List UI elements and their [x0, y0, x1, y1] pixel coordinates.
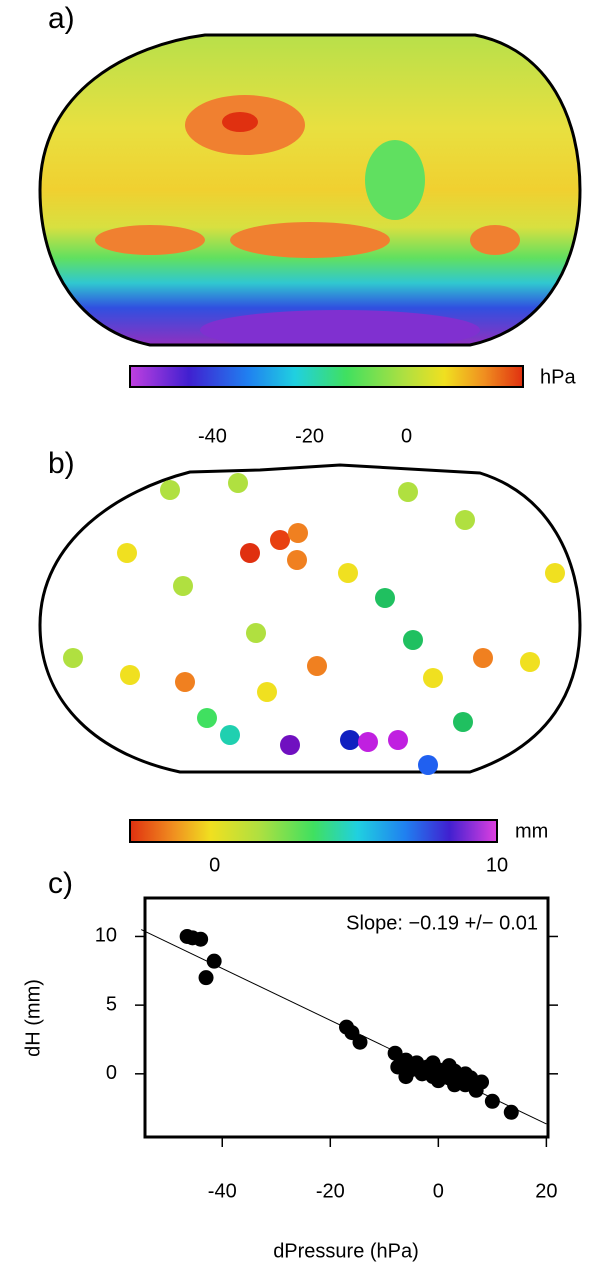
- pressure-contours: [95, 95, 520, 345]
- y-axis-label: dH (mm): [22, 979, 44, 1057]
- point: [468, 1082, 484, 1098]
- station-markers: [63, 473, 565, 775]
- panel-label: c): [48, 867, 73, 900]
- pressure-map: [38, 33, 582, 347]
- colorbar-tick-label: 10: [486, 854, 508, 876]
- colorbar-tick-label: 0: [401, 425, 412, 447]
- colorbar: [129, 819, 498, 843]
- point: [430, 1073, 446, 1089]
- point: [193, 931, 209, 947]
- annotation: Slope: −0.19 +/− 0.01: [346, 912, 538, 934]
- point: [457, 1066, 473, 1082]
- x-axis-label: dPressure (hPa): [273, 1240, 419, 1262]
- point: [425, 1055, 441, 1071]
- y-tick-label: 10: [95, 925, 117, 947]
- x-tick-label: -20: [316, 1180, 345, 1202]
- colorbar-tick-label: -20: [295, 425, 324, 447]
- plot-frame: [143, 896, 550, 1139]
- point: [441, 1058, 457, 1074]
- x-tick-label: 0: [433, 1180, 444, 1202]
- point: [503, 1104, 519, 1120]
- x-tick-label: -40: [208, 1180, 237, 1202]
- x-tick-label: 20: [535, 1180, 557, 1202]
- point: [206, 953, 222, 969]
- panel-label: a): [48, 2, 75, 35]
- colorbar-tick-label: 0: [209, 854, 220, 876]
- point: [198, 970, 214, 986]
- point: [398, 1069, 414, 1085]
- colorbar-unit: hPa: [540, 366, 576, 388]
- point: [447, 1077, 463, 1093]
- point: [484, 1093, 500, 1109]
- point: [352, 1034, 368, 1050]
- colorbar-unit: mm: [515, 820, 548, 842]
- y-tick-label: 0: [106, 1062, 117, 1084]
- y-tick-label: 5: [106, 993, 117, 1015]
- station-map: [38, 463, 582, 775]
- panel-label: b): [48, 447, 75, 480]
- colorbar: [129, 365, 524, 388]
- point: [387, 1045, 403, 1061]
- colorbar-tick-label: -40: [198, 425, 227, 447]
